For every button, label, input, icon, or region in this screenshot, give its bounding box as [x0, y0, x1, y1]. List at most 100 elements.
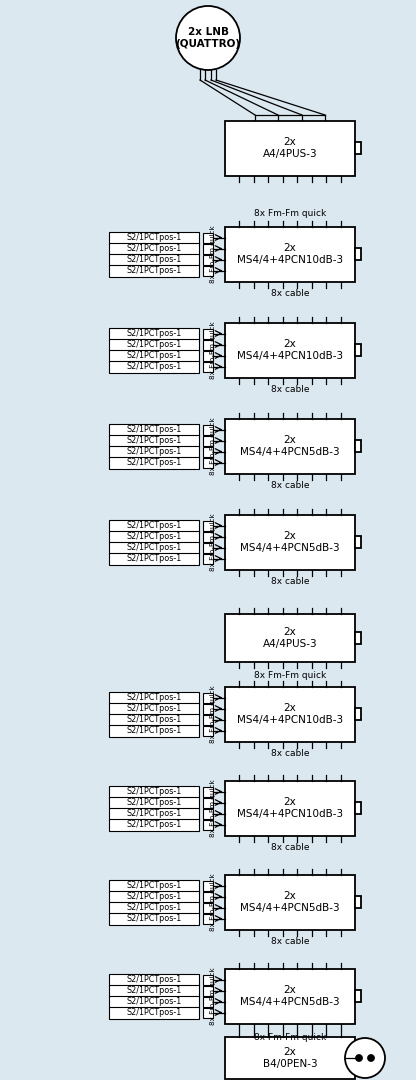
- Bar: [109, 530, 199, 542]
- Bar: [203, 521, 213, 530]
- Bar: [203, 903, 213, 913]
- Bar: [355, 248, 361, 260]
- Text: 2x
MS4/4+4PCN10dB-3: 2x MS4/4+4PCN10dB-3: [237, 797, 343, 819]
- Text: S2/1PCTpos-1: S2/1PCTpos-1: [126, 809, 182, 818]
- Bar: [225, 615, 355, 662]
- Text: 8x cable: 8x cable: [271, 482, 309, 490]
- Text: S2/1PCTpos-1: S2/1PCTpos-1: [126, 233, 182, 242]
- Bar: [109, 913, 199, 924]
- Text: S2/1PCTpos-1: S2/1PCTpos-1: [126, 997, 182, 1005]
- Bar: [225, 514, 355, 569]
- Bar: [109, 265, 199, 276]
- Bar: [109, 541, 199, 553]
- Text: S2/1PCTpos-1: S2/1PCTpos-1: [126, 975, 182, 984]
- Text: S2/1PCTpos-1: S2/1PCTpos-1: [126, 351, 182, 360]
- Bar: [109, 725, 199, 737]
- Bar: [109, 797, 199, 809]
- Bar: [225, 1037, 355, 1079]
- Bar: [109, 785, 199, 797]
- Bar: [203, 974, 213, 985]
- Bar: [109, 879, 199, 891]
- Bar: [203, 362, 213, 372]
- Bar: [109, 714, 199, 726]
- Bar: [109, 819, 199, 831]
- Text: S2/1PCTpos-1: S2/1PCTpos-1: [126, 340, 182, 349]
- Bar: [109, 891, 199, 903]
- Text: 2x
A4/4PUS-3: 2x A4/4PUS-3: [262, 627, 317, 649]
- Bar: [109, 434, 199, 446]
- Bar: [203, 435, 213, 445]
- Circle shape: [356, 1054, 362, 1062]
- Circle shape: [176, 6, 240, 70]
- Bar: [355, 708, 361, 720]
- Bar: [355, 990, 361, 1002]
- Bar: [203, 914, 213, 923]
- Bar: [225, 781, 355, 836]
- Bar: [109, 231, 199, 243]
- Text: S2/1PCTpos-1: S2/1PCTpos-1: [126, 436, 182, 445]
- Bar: [355, 536, 361, 548]
- Bar: [203, 458, 213, 468]
- Bar: [355, 345, 361, 356]
- Bar: [225, 418, 355, 473]
- Text: 2x LNB
(QUATTRO): 2x LNB (QUATTRO): [176, 27, 240, 49]
- Text: S2/1PCTpos-1: S2/1PCTpos-1: [126, 903, 182, 912]
- Text: 2x
MS4/4+4PCN5dB-3: 2x MS4/4+4PCN5dB-3: [240, 435, 340, 457]
- Text: 8x Fm-Fm quick: 8x Fm-Fm quick: [210, 967, 216, 1025]
- Bar: [203, 726, 213, 735]
- Text: S2/1PCTpos-1: S2/1PCTpos-1: [126, 715, 182, 724]
- Bar: [355, 1052, 361, 1064]
- Text: 2x
MS4/4+4PCN10dB-3: 2x MS4/4+4PCN10dB-3: [237, 243, 343, 265]
- Text: S2/1PCTpos-1: S2/1PCTpos-1: [126, 426, 182, 434]
- Bar: [109, 243, 199, 255]
- Text: S2/1PCTpos-1: S2/1PCTpos-1: [126, 543, 182, 552]
- Bar: [109, 808, 199, 820]
- Text: S2/1PCTpos-1: S2/1PCTpos-1: [126, 693, 182, 702]
- Circle shape: [367, 1054, 374, 1062]
- Text: S2/1PCTpos-1: S2/1PCTpos-1: [126, 266, 182, 275]
- Bar: [355, 802, 361, 814]
- Bar: [203, 997, 213, 1007]
- Bar: [109, 985, 199, 997]
- Text: S2/1PCTpos-1: S2/1PCTpos-1: [126, 881, 182, 890]
- Text: 8x Fm-Fm quick: 8x Fm-Fm quick: [210, 779, 216, 837]
- Bar: [203, 786, 213, 797]
- Bar: [225, 323, 355, 378]
- Text: 2x
MS4/4+4PCN5dB-3: 2x MS4/4+4PCN5dB-3: [240, 985, 340, 1007]
- Bar: [355, 440, 361, 453]
- Bar: [203, 328, 213, 338]
- Text: S2/1PCTpos-1: S2/1PCTpos-1: [126, 1008, 182, 1017]
- Text: S2/1PCTpos-1: S2/1PCTpos-1: [126, 798, 182, 807]
- Bar: [203, 692, 213, 702]
- Text: 8x Fm-Fm quick: 8x Fm-Fm quick: [210, 417, 216, 475]
- Bar: [203, 703, 213, 714]
- Bar: [203, 553, 213, 564]
- Text: S2/1PCTpos-1: S2/1PCTpos-1: [126, 554, 182, 563]
- Bar: [225, 227, 355, 282]
- Bar: [109, 423, 199, 435]
- Text: S2/1PCTpos-1: S2/1PCTpos-1: [126, 704, 182, 713]
- Bar: [109, 1007, 199, 1018]
- Text: 8x Fm-Fm quick: 8x Fm-Fm quick: [254, 210, 326, 218]
- Bar: [203, 424, 213, 434]
- Text: S2/1PCTpos-1: S2/1PCTpos-1: [126, 329, 182, 338]
- Bar: [203, 1008, 213, 1017]
- Bar: [203, 542, 213, 553]
- Bar: [109, 338, 199, 351]
- Bar: [109, 973, 199, 985]
- Circle shape: [345, 1038, 385, 1078]
- Text: S2/1PCTpos-1: S2/1PCTpos-1: [126, 787, 182, 796]
- Bar: [203, 880, 213, 891]
- Text: 2x
MS4/4+4PCN10dB-3: 2x MS4/4+4PCN10dB-3: [237, 703, 343, 725]
- Bar: [355, 141, 361, 154]
- Bar: [109, 902, 199, 914]
- Bar: [203, 809, 213, 819]
- Bar: [355, 632, 361, 644]
- Bar: [109, 519, 199, 531]
- Text: 2x
MS4/4+4PCN10dB-3: 2x MS4/4+4PCN10dB-3: [237, 339, 343, 361]
- Text: S2/1PCTpos-1: S2/1PCTpos-1: [126, 532, 182, 541]
- Text: S2/1PCTpos-1: S2/1PCTpos-1: [126, 914, 182, 923]
- Text: S2/1PCTpos-1: S2/1PCTpos-1: [126, 244, 182, 253]
- Text: S2/1PCTpos-1: S2/1PCTpos-1: [126, 458, 182, 467]
- Bar: [203, 243, 213, 254]
